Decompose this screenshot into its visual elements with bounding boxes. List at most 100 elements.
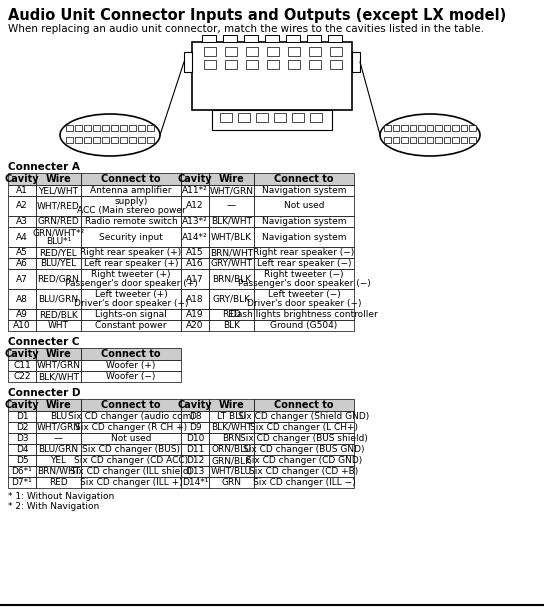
Bar (418, 125, 424, 131)
Bar (81, 258, 181, 269)
Bar (181, 466, 209, 477)
Text: GRN: GRN (221, 478, 242, 487)
Bar (8, 309, 36, 320)
Text: Driver's door speaker (−): Driver's door speaker (−) (247, 299, 361, 308)
Bar (209, 309, 254, 320)
Text: Woofer (+): Woofer (+) (106, 361, 156, 370)
Bar (36, 433, 81, 444)
Bar (244, 35, 258, 42)
Bar (393, 125, 399, 131)
Bar (309, 60, 321, 69)
Text: A11*²: A11*² (182, 186, 208, 195)
Bar (81, 411, 181, 422)
Bar (267, 60, 279, 69)
Text: Dash lights brightness controller: Dash lights brightness controller (230, 310, 378, 319)
Text: —: — (227, 202, 236, 211)
Text: Cavity: Cavity (5, 349, 39, 359)
Bar (81, 309, 181, 320)
Bar (36, 320, 81, 331)
Text: Wire: Wire (46, 349, 71, 359)
Bar (307, 35, 321, 42)
Bar (452, 125, 459, 131)
Text: D7*¹: D7*¹ (11, 478, 33, 487)
Text: BLU/GRN: BLU/GRN (39, 445, 78, 454)
Bar (209, 422, 254, 433)
Bar (36, 309, 81, 320)
Bar (138, 125, 145, 131)
Bar (111, 125, 118, 131)
Bar (102, 137, 109, 143)
Bar (310, 113, 322, 122)
Bar (81, 185, 181, 196)
Bar (246, 60, 258, 69)
Bar (254, 466, 354, 477)
Bar (181, 269, 209, 289)
Text: WHT: WHT (48, 321, 69, 330)
Text: Six CD changer (BUS shield): Six CD changer (BUS shield) (240, 434, 368, 443)
Text: Six CD changer (CD ACC): Six CD changer (CD ACC) (74, 456, 188, 465)
Bar (254, 247, 354, 258)
Text: A18: A18 (186, 294, 204, 304)
Text: * 2: With Navigation: * 2: With Navigation (8, 502, 99, 511)
Bar (81, 360, 181, 371)
Text: D6*¹: D6*¹ (11, 467, 33, 476)
Text: RED/YEL: RED/YEL (40, 248, 77, 257)
Bar (36, 348, 81, 360)
Bar (184, 52, 192, 72)
Bar (81, 289, 181, 309)
Bar (181, 173, 209, 185)
Text: Wire: Wire (219, 174, 244, 184)
Bar (181, 320, 209, 331)
Text: BRN: BRN (222, 434, 241, 443)
Text: Connecter A: Connecter A (8, 162, 80, 172)
Bar (81, 444, 181, 455)
Bar (8, 466, 36, 477)
Text: BLK: BLK (223, 321, 240, 330)
Bar (384, 137, 391, 143)
Bar (286, 35, 300, 42)
Bar (267, 47, 279, 56)
Bar (181, 289, 209, 309)
Bar (181, 258, 209, 269)
Bar (81, 227, 181, 247)
Text: Six CD changer (ILL −): Six CD changer (ILL −) (252, 478, 355, 487)
Bar (209, 399, 254, 411)
Text: C22: C22 (13, 372, 31, 381)
Text: RED/BLK: RED/BLK (39, 310, 78, 319)
Ellipse shape (380, 114, 480, 156)
Bar (352, 52, 360, 72)
Text: GRN/RED: GRN/RED (38, 217, 79, 226)
Bar (209, 216, 254, 227)
Text: Right tweeter (−): Right tweeter (−) (264, 270, 344, 279)
Text: Driver's door speaker (+): Driver's door speaker (+) (74, 299, 188, 308)
Text: Six CD changer (BUS): Six CD changer (BUS) (82, 445, 180, 454)
Text: Right tweeter (+): Right tweeter (+) (91, 270, 171, 279)
Text: Connecter D: Connecter D (8, 388, 81, 398)
Bar (8, 477, 36, 488)
Bar (254, 399, 354, 411)
Text: A13*²: A13*² (182, 217, 208, 226)
Text: Cavity: Cavity (5, 400, 39, 410)
Text: Six CD changer (CD +B): Six CD changer (CD +B) (249, 467, 358, 476)
Text: WHT/GRN: WHT/GRN (36, 361, 81, 370)
Bar (8, 455, 36, 466)
Text: RED/GRN: RED/GRN (38, 274, 79, 283)
Bar (393, 137, 399, 143)
Bar (256, 113, 268, 122)
Text: When replacing an audio unit connector, match the wires to the cavities listed i: When replacing an audio unit connector, … (8, 24, 484, 34)
Bar (254, 433, 354, 444)
Bar (435, 125, 442, 131)
Bar (209, 247, 254, 258)
Bar (225, 60, 237, 69)
Text: GRN/WHT*²: GRN/WHT*² (33, 228, 84, 237)
Text: Antenna amplifier: Antenna amplifier (90, 186, 172, 195)
Text: —: — (54, 434, 63, 443)
Bar (8, 360, 36, 371)
Ellipse shape (60, 114, 160, 156)
Text: D11: D11 (186, 445, 204, 454)
Bar (328, 35, 342, 42)
Bar (8, 444, 36, 455)
Text: WHT/BLU: WHT/BLU (211, 467, 252, 476)
Bar (8, 422, 36, 433)
Bar (426, 137, 433, 143)
